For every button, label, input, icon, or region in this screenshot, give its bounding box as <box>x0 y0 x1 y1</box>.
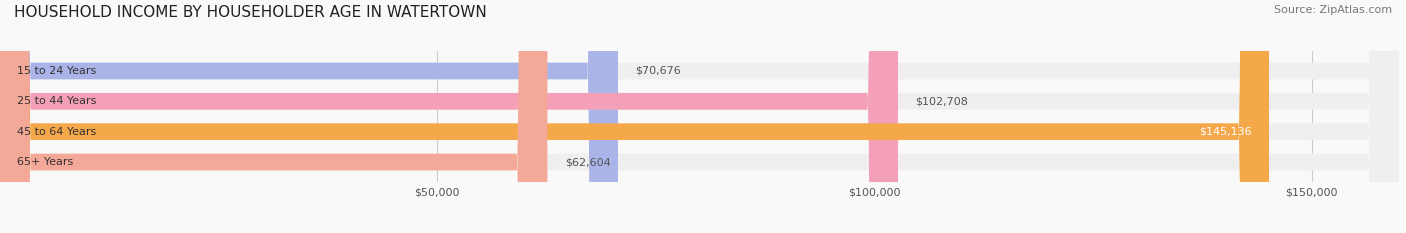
Text: 65+ Years: 65+ Years <box>17 157 73 167</box>
Text: Source: ZipAtlas.com: Source: ZipAtlas.com <box>1274 5 1392 15</box>
Text: 15 to 24 Years: 15 to 24 Years <box>17 66 97 76</box>
Text: $102,708: $102,708 <box>915 96 969 106</box>
Text: $70,676: $70,676 <box>636 66 681 76</box>
Text: $145,136: $145,136 <box>1199 127 1251 137</box>
Text: $62,604: $62,604 <box>565 157 610 167</box>
Text: HOUSEHOLD INCOME BY HOUSEHOLDER AGE IN WATERTOWN: HOUSEHOLD INCOME BY HOUSEHOLDER AGE IN W… <box>14 5 486 20</box>
FancyBboxPatch shape <box>0 0 547 233</box>
FancyBboxPatch shape <box>0 0 898 233</box>
FancyBboxPatch shape <box>0 0 619 233</box>
Text: 25 to 44 Years: 25 to 44 Years <box>17 96 97 106</box>
Text: 45 to 64 Years: 45 to 64 Years <box>17 127 97 137</box>
FancyBboxPatch shape <box>0 0 1270 233</box>
